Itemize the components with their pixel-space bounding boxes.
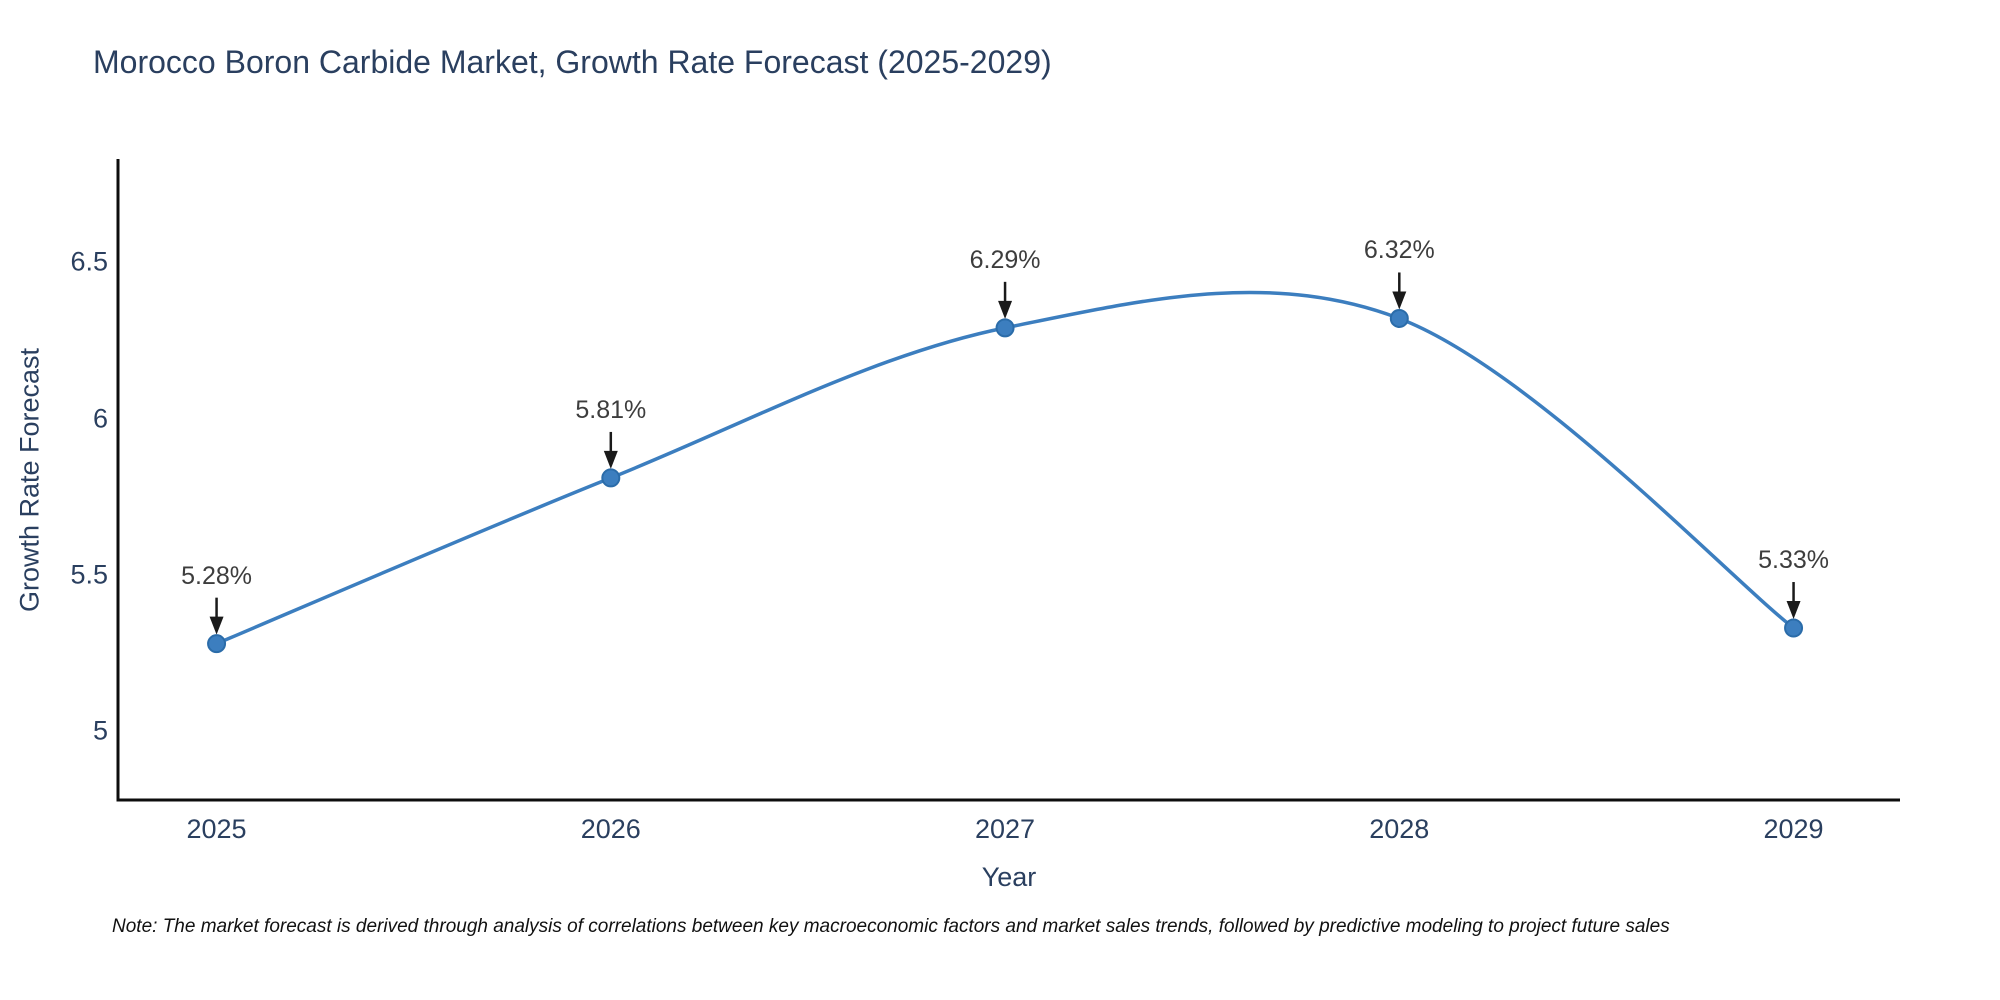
x-tick-2025: 2025 <box>186 814 247 844</box>
x-axis-title: Year <box>981 862 1037 892</box>
y-tick-6-5: 6.5 <box>70 246 108 277</box>
data-point-2028[interactable] <box>1389 308 1409 328</box>
annotation-arrowhead-2028 <box>1392 291 1407 310</box>
x-tick-2029: 2029 <box>1763 814 1824 844</box>
y-tick-5: 5 <box>92 715 108 746</box>
data-point-2027[interactable] <box>995 318 1015 338</box>
data-point-2025[interactable] <box>207 634 227 654</box>
annotation-2026: 5.81% <box>575 395 647 424</box>
annotation-2028: 6.32% <box>1363 236 1435 265</box>
x-tick-2028: 2028 <box>1369 814 1430 844</box>
y-tick-5-5: 5.5 <box>70 559 108 590</box>
footnote: Note: The market forecast is derived thr… <box>112 916 1670 937</box>
forecast-line <box>215 290 1795 646</box>
y-tick-6: 6 <box>92 403 108 434</box>
chart-title: Morocco Boron Carbide Market, Growth Rat… <box>93 44 1052 80</box>
annotation-2027: 6.29% <box>969 245 1041 274</box>
y-axis-title: Growth Rate Forecast <box>14 347 45 613</box>
x-tick-2026: 2026 <box>580 814 641 844</box>
annotation-arrowhead-2027 <box>998 300 1013 319</box>
annotation-2025: 5.28% <box>181 561 252 590</box>
annotation-arrowhead-2026 <box>603 450 618 469</box>
annotation-arrowhead-2025 <box>209 616 224 635</box>
data-point-2029[interactable] <box>1784 618 1804 638</box>
x-tick-2027: 2027 <box>975 814 1036 844</box>
annotation-2029: 5.33% <box>1758 546 1829 575</box>
data-point-2026[interactable] <box>601 468 621 488</box>
annotation-arrowhead-2029 <box>1786 601 1801 620</box>
